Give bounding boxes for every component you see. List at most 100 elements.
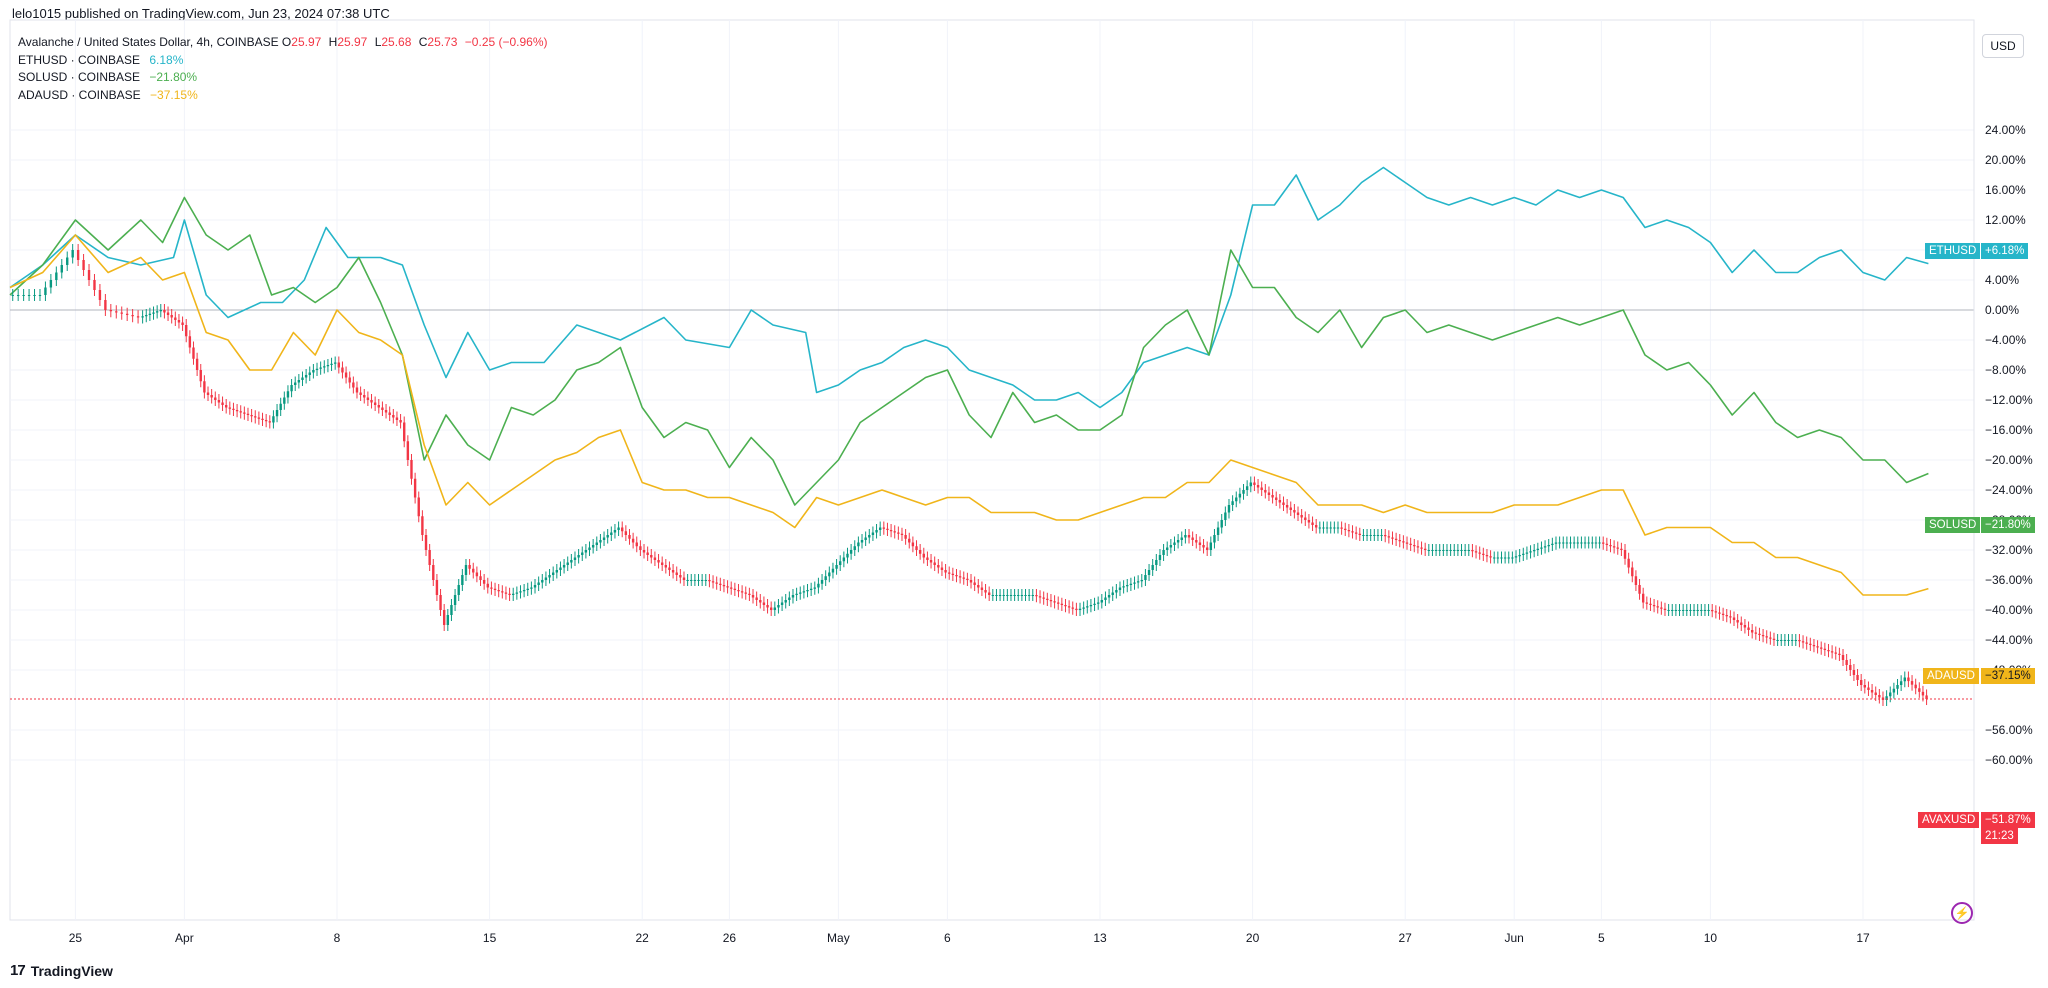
candle-body bbox=[1616, 547, 1619, 549]
candle-body bbox=[1750, 630, 1754, 633]
candle-body bbox=[1231, 501, 1234, 505]
candle-body bbox=[744, 592, 747, 594]
candle-body bbox=[1747, 627, 1750, 630]
candle-body bbox=[1224, 512, 1227, 520]
candle-body bbox=[1841, 655, 1845, 660]
candle-body bbox=[1565, 542, 1569, 544]
candle-body bbox=[417, 497, 420, 517]
candle-body bbox=[544, 577, 548, 580]
low-label: L bbox=[374, 35, 382, 49]
candle-body bbox=[922, 553, 925, 558]
candle-body bbox=[980, 587, 984, 590]
legend-compare-ada[interactable]: ADAUSD · COINBASE −37.15% bbox=[18, 87, 552, 105]
candle-body bbox=[1344, 528, 1347, 530]
candle-body bbox=[1518, 555, 1521, 557]
candle-body bbox=[22, 295, 25, 296]
candle-body bbox=[1790, 640, 1794, 641]
candle-body bbox=[686, 580, 689, 581]
candle-body bbox=[1605, 543, 1609, 545]
candle-body bbox=[1478, 552, 1481, 554]
candle-body bbox=[323, 366, 326, 368]
candle-body bbox=[1885, 696, 1888, 700]
legend-compare-sol[interactable]: SOLUSD · COINBASE −21.80% bbox=[18, 69, 552, 87]
candle-body bbox=[842, 557, 846, 562]
open-label: O bbox=[281, 35, 292, 49]
candle-body bbox=[1623, 550, 1627, 559]
candle-body bbox=[1602, 542, 1605, 544]
candle-body bbox=[304, 375, 308, 378]
candle-body bbox=[878, 527, 882, 530]
open-value: 25.97 bbox=[291, 35, 322, 49]
candle-body bbox=[1296, 512, 1300, 515]
candle-body bbox=[264, 420, 268, 422]
candle-body bbox=[704, 580, 707, 581]
candle-body bbox=[446, 615, 450, 625]
candle-body bbox=[1507, 557, 1510, 559]
legend-compare-eth[interactable]: ETHUSD · COINBASE 6.18% bbox=[18, 52, 552, 70]
candle-body bbox=[490, 587, 493, 589]
candle-body bbox=[482, 580, 486, 584]
candle-body bbox=[1558, 542, 1561, 544]
legend-compare-label: ADAUSD · COINBASE bbox=[18, 87, 141, 102]
candle-body bbox=[940, 567, 944, 570]
candle-body bbox=[373, 402, 377, 405]
candle-body bbox=[410, 460, 413, 479]
candle-body bbox=[1198, 542, 1202, 545]
candle-body bbox=[780, 602, 784, 605]
candle-body bbox=[784, 600, 787, 603]
y-tick-label: −32.00% bbox=[1985, 543, 2033, 557]
candle-body bbox=[711, 581, 715, 583]
candle-body bbox=[1394, 538, 1398, 540]
ethusd-name-badge: ETHUSD bbox=[1925, 243, 1981, 259]
candle-body bbox=[755, 597, 758, 600]
candle-body bbox=[628, 535, 631, 539]
candle-body bbox=[915, 546, 918, 550]
lightning-icon[interactable]: ⚡ bbox=[1951, 902, 1973, 924]
candle-body bbox=[87, 270, 91, 280]
candle-body bbox=[1798, 640, 1801, 642]
candle-body bbox=[1772, 638, 1776, 640]
currency-button[interactable]: USD bbox=[1982, 34, 2024, 58]
candle-body bbox=[813, 587, 816, 589]
candle-body bbox=[1801, 641, 1805, 643]
x-tick-label: 5 bbox=[1598, 931, 1605, 945]
candle-body bbox=[1761, 635, 1765, 637]
candle-body bbox=[1307, 520, 1311, 523]
candle-body bbox=[570, 560, 573, 563]
candle-body bbox=[1743, 625, 1747, 628]
candle-body bbox=[1220, 520, 1223, 528]
candle-body bbox=[1169, 545, 1173, 548]
candle-body bbox=[359, 392, 362, 395]
candle-body bbox=[1351, 531, 1354, 533]
candle-body bbox=[399, 420, 402, 423]
legend-main-row[interactable]: Avalanche / United States Dollar, 4h, CO… bbox=[18, 34, 552, 52]
candle-body bbox=[104, 300, 107, 310]
ethusd-value-badge: +6.18% bbox=[1981, 243, 2029, 259]
candle-body bbox=[893, 531, 896, 533]
candle-body bbox=[479, 576, 482, 580]
avaxusd-name-badge: AVAXUSD bbox=[1918, 812, 1980, 828]
series-line-solusd bbox=[9, 196, 1929, 506]
candle-body bbox=[831, 568, 835, 573]
y-tick-label: −24.00% bbox=[1985, 483, 2033, 497]
candle-body bbox=[904, 535, 907, 539]
candle-body bbox=[254, 416, 257, 418]
candle-body bbox=[657, 560, 660, 563]
y-tick-label: −16.00% bbox=[1985, 423, 2033, 437]
candle-body bbox=[1318, 527, 1322, 529]
footer-brand[interactable]: 17 TradingView bbox=[10, 962, 113, 979]
candle-body bbox=[1071, 607, 1074, 609]
candle-body bbox=[740, 591, 744, 593]
y-tick-label: −56.00% bbox=[1985, 723, 2033, 737]
candle-body bbox=[286, 391, 290, 398]
candle-body bbox=[926, 557, 929, 560]
candle-body bbox=[1812, 645, 1816, 647]
candle-body bbox=[308, 372, 311, 375]
y-tick-label: −20.00% bbox=[1985, 453, 2033, 467]
candle-body bbox=[1216, 527, 1220, 535]
candle-body bbox=[849, 550, 853, 554]
candle-body bbox=[719, 583, 722, 585]
candle-body bbox=[1674, 610, 1678, 611]
y-tick-label: −12.00% bbox=[1985, 393, 2033, 407]
